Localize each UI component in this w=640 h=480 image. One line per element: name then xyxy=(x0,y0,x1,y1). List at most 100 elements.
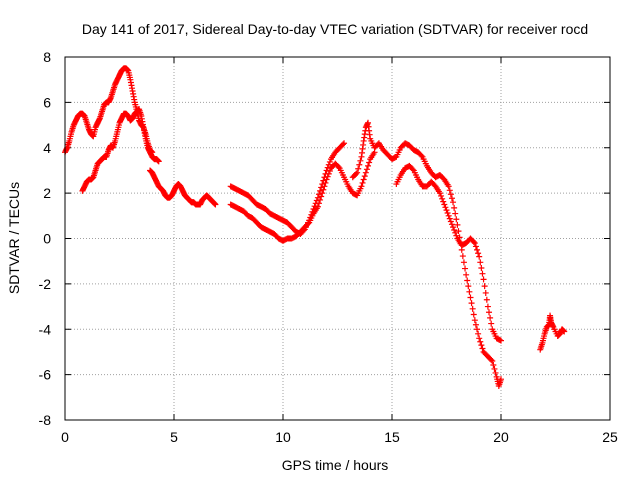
data-point-marker xyxy=(475,250,482,257)
data-point-marker xyxy=(439,195,446,202)
series-trace-a xyxy=(62,110,101,156)
chart-title: Day 141 of 2017, Sidereal Day-to-day VTE… xyxy=(82,21,588,37)
x-tick-label: 20 xyxy=(493,429,509,445)
data-point-marker xyxy=(365,162,372,169)
data-point-marker xyxy=(498,376,504,383)
y-tick-label: 6 xyxy=(43,94,51,110)
data-point-marker xyxy=(465,283,472,290)
data-point-marker xyxy=(355,165,362,172)
data-point-marker xyxy=(442,204,449,211)
data-point-marker xyxy=(315,200,322,207)
data-point-marker xyxy=(462,265,469,272)
data-point-marker xyxy=(155,158,162,165)
data-point-marker xyxy=(489,358,496,365)
data-point-marker xyxy=(476,253,483,260)
data-point-marker xyxy=(446,187,453,194)
data-point-marker xyxy=(459,253,466,260)
data-point-marker xyxy=(486,309,493,316)
data-point-marker xyxy=(476,335,483,342)
data-point-marker xyxy=(335,164,342,171)
axis-ticks: 0 5 10 15 20 25 -8 -6 -4 -2 0 2 4 6 8 xyxy=(39,49,618,445)
data-point-marker xyxy=(470,238,477,245)
data-point-marker xyxy=(441,201,448,208)
x-tick-label: 5 xyxy=(170,429,178,445)
data-point-marker xyxy=(317,196,324,203)
data-point-marker xyxy=(359,179,366,186)
data-point-marker xyxy=(321,183,328,190)
data-point-marker xyxy=(454,221,461,228)
data-point-marker xyxy=(448,195,455,202)
grid xyxy=(65,57,610,420)
data-point-marker xyxy=(438,192,445,199)
data-point-marker xyxy=(474,246,481,253)
data-point-marker xyxy=(443,207,450,214)
data-point-marker xyxy=(487,314,494,321)
data-point-marker xyxy=(460,259,467,266)
data-point-marker xyxy=(468,300,475,307)
data-point-marker xyxy=(326,158,333,165)
data-point-marker xyxy=(357,157,364,164)
data-point-marker xyxy=(477,259,484,266)
data-point-marker xyxy=(482,289,489,296)
data-point-marker xyxy=(318,193,325,200)
x-tick-label: 25 xyxy=(602,429,618,445)
data-point-marker xyxy=(358,183,365,190)
data-point-marker xyxy=(472,321,479,328)
data-point-marker xyxy=(450,199,457,206)
series-trace-d xyxy=(147,167,219,208)
y-tick-label: 4 xyxy=(43,140,51,156)
data-point-marker xyxy=(477,338,484,345)
data-point-marker xyxy=(445,183,452,190)
y-tick-label: -8 xyxy=(39,412,52,428)
data-point-marker xyxy=(561,328,568,335)
y-axis-label: SDTVAR / TECUs xyxy=(6,182,22,294)
data-point-marker xyxy=(472,243,479,250)
data-point-marker xyxy=(444,209,451,216)
data-point-marker xyxy=(445,212,452,219)
data-points xyxy=(62,65,568,389)
data-point-marker xyxy=(479,345,486,352)
data-point-marker xyxy=(353,170,360,177)
data-point-marker xyxy=(478,264,485,271)
data-point-marker xyxy=(322,179,329,186)
series-trace-i xyxy=(537,312,568,353)
data-point-marker xyxy=(361,173,368,180)
data-point-marker xyxy=(488,356,495,363)
data-point-marker xyxy=(451,204,458,211)
series-trace-f xyxy=(227,149,378,244)
data-point-marker xyxy=(341,140,348,147)
data-point-marker xyxy=(440,198,447,205)
data-point-marker xyxy=(453,216,460,223)
data-point-marker xyxy=(447,218,454,225)
data-point-marker xyxy=(362,169,369,176)
data-point-marker xyxy=(452,229,459,236)
data-point-marker xyxy=(366,159,373,166)
data-point-marker xyxy=(319,190,326,197)
series-trace-c xyxy=(94,65,156,156)
data-point-marker xyxy=(320,186,327,193)
series-trace-e xyxy=(227,140,348,237)
data-point-marker xyxy=(324,173,331,180)
data-point-marker xyxy=(436,190,443,197)
data-point-marker xyxy=(455,228,462,235)
y-tick-label: -2 xyxy=(39,276,52,292)
y-tick-label: -6 xyxy=(39,367,52,383)
data-point-marker xyxy=(471,317,478,324)
data-point-marker xyxy=(323,176,330,183)
y-tick-label: 0 xyxy=(43,231,51,247)
data-point-marker xyxy=(483,296,490,303)
data-point-marker xyxy=(464,277,471,284)
data-point-marker xyxy=(149,149,156,156)
data-point-marker xyxy=(491,365,498,372)
data-point-marker xyxy=(448,221,455,228)
data-point-marker xyxy=(490,361,497,368)
data-point-marker xyxy=(212,201,219,208)
data-point-marker xyxy=(409,166,416,173)
series-trace-g xyxy=(349,119,504,389)
data-point-marker xyxy=(363,166,370,173)
data-point-marker xyxy=(488,320,495,327)
data-point-marker xyxy=(469,305,476,312)
x-axis-label: GPS time / hours xyxy=(282,457,389,473)
data-point-marker xyxy=(481,283,488,290)
